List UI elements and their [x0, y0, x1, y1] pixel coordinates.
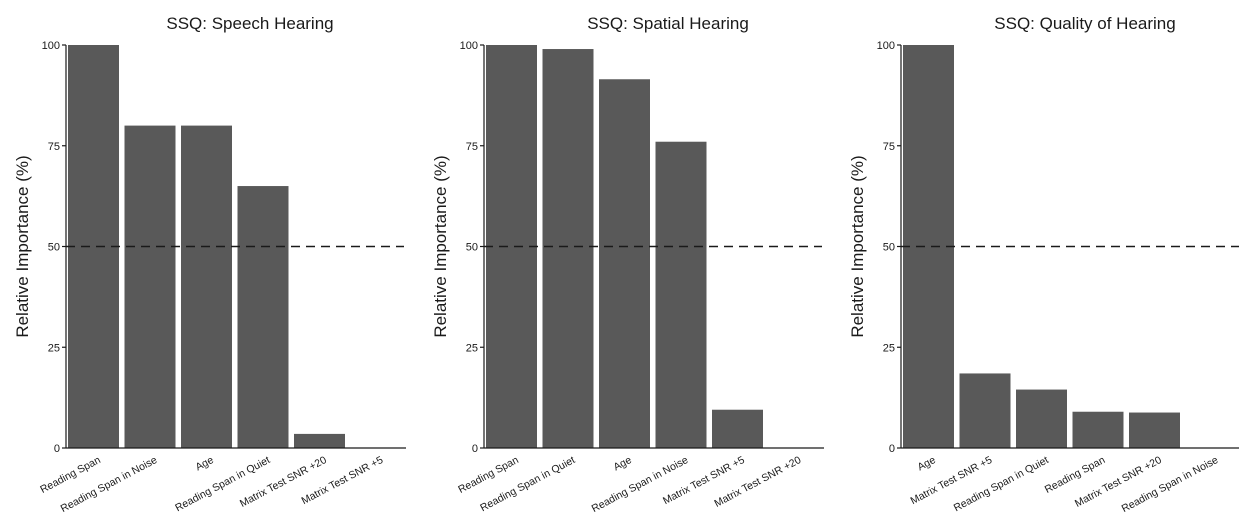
bar	[542, 49, 594, 448]
chart-title: SSQ: Quality of Hearing	[994, 14, 1175, 33]
y-tick-label: 50	[466, 242, 478, 254]
y-tick-label: 100	[460, 40, 478, 52]
y-tick-label: 0	[889, 443, 895, 455]
y-axis-label: Relative Importance (%)	[848, 155, 867, 337]
y-tick-label: 100	[42, 40, 60, 52]
y-axis-label: Relative Importance (%)	[431, 155, 450, 337]
y-tick-label: 25	[48, 342, 60, 354]
bar	[903, 45, 954, 448]
x-tick-label: Age	[612, 454, 634, 473]
x-tick-label: Age	[194, 454, 216, 473]
y-tick-label: 0	[472, 443, 478, 455]
chart-panel-3: SSQ: Quality of Hearing Relative Importan…	[848, 14, 1239, 515]
x-tick-label: Reading Span in Noise	[1120, 454, 1221, 515]
y-tick-label: 25	[466, 342, 478, 354]
y-tick-label: 75	[883, 141, 895, 153]
x-tick-label: Reading Span in Noise	[590, 454, 691, 515]
bar	[486, 45, 537, 448]
y-tick-label: 75	[48, 141, 60, 153]
bar	[124, 125, 176, 448]
chart-title: SSQ: Speech Hearing	[166, 14, 333, 33]
bar	[1129, 412, 1180, 448]
y-tick-label: 50	[883, 242, 895, 254]
y-tick-label: 50	[48, 242, 60, 254]
bar	[959, 373, 1011, 448]
y-tick-label: 75	[466, 141, 478, 153]
bar	[68, 45, 119, 448]
x-tick-label: Reading Span in Quiet	[173, 454, 272, 514]
bar	[712, 409, 763, 448]
bar	[181, 125, 232, 448]
y-tick-label: 0	[54, 443, 60, 455]
x-tick-label: Reading Span in Noise	[59, 454, 160, 515]
bar	[294, 433, 345, 448]
x-tick-label: Age	[916, 454, 938, 473]
bar	[655, 141, 707, 448]
x-tick-label: Reading Span in Quiet	[478, 454, 577, 514]
y-tick-label: 100	[877, 40, 895, 52]
bar	[1072, 411, 1124, 448]
chart-title: SSQ: Spatial Hearing	[587, 14, 749, 33]
x-tick-label: Reading Span in Quiet	[952, 454, 1051, 514]
chart-panel-2: SSQ: Spatial Hearing Relative Importance …	[431, 14, 824, 515]
chart-panel-1: SSQ: Speech Hearing Relative Importance (…	[13, 14, 406, 515]
y-tick-label: 25	[883, 342, 895, 354]
y-axis-label: Relative Importance (%)	[13, 155, 32, 337]
bar	[237, 186, 289, 449]
bar	[1016, 389, 1067, 448]
bar	[599, 79, 650, 448]
